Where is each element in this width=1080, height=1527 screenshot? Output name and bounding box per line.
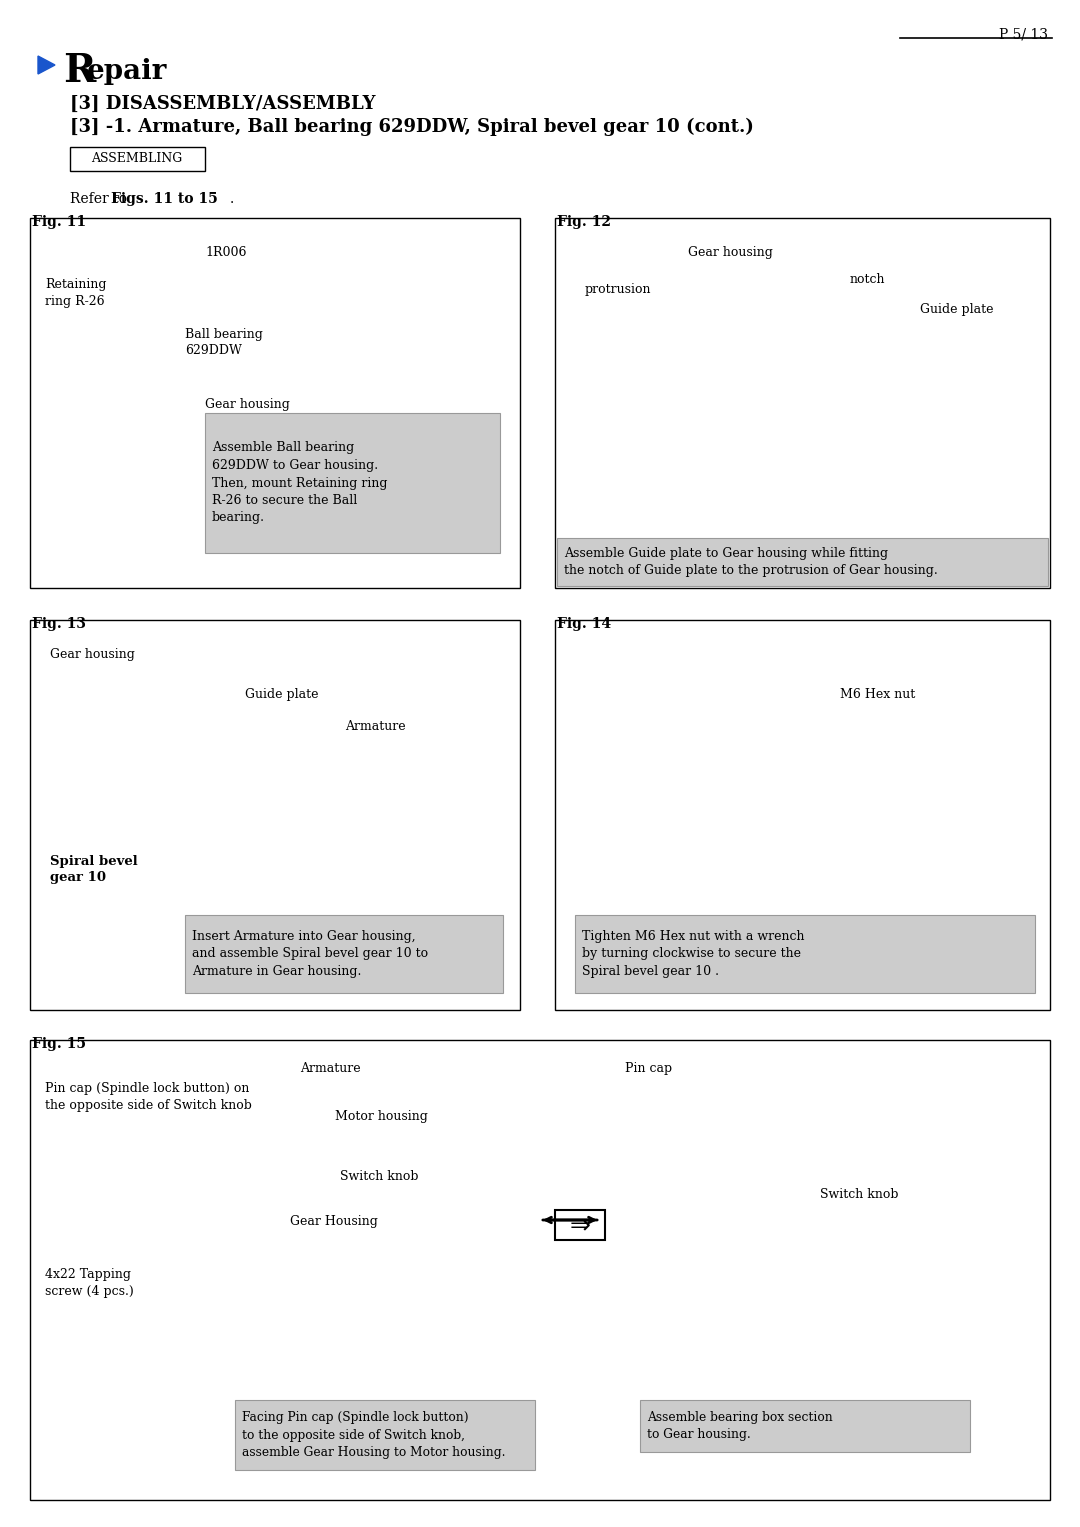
Text: protrusion: protrusion: [585, 282, 651, 296]
Text: R: R: [63, 52, 95, 90]
Text: Gear housing: Gear housing: [50, 647, 135, 661]
Text: Ball bearing
629DDW: Ball bearing 629DDW: [185, 328, 262, 357]
Text: ⇒: ⇒: [569, 1212, 591, 1237]
Text: Fig. 12: Fig. 12: [557, 215, 611, 229]
Text: Assemble Guide plate to Gear housing while fitting
the notch of Guide plate to t: Assemble Guide plate to Gear housing whi…: [564, 547, 937, 577]
Text: Fig. 13: Fig. 13: [32, 617, 86, 631]
Text: [3] DISASSEMBLY/ASSEMBLY: [3] DISASSEMBLY/ASSEMBLY: [70, 95, 376, 113]
Text: .: .: [230, 192, 234, 206]
Text: Pin cap (Spindle lock button) on
the opposite side of Switch knob: Pin cap (Spindle lock button) on the opp…: [45, 1083, 252, 1112]
Bar: [30, 620, 519, 1009]
Text: Motor housing: Motor housing: [335, 1110, 428, 1122]
Text: Assemble Ball bearing
629DDW to Gear housing.
Then, mount Retaining ring
R-26 to: Assemble Ball bearing 629DDW to Gear hou…: [212, 441, 388, 524]
Text: epair: epair: [87, 58, 167, 86]
Text: Tighten M6 Hex nut with a wrench
by turning clockwise to secure the
Spiral bevel: Tighten M6 Hex nut with a wrench by turn…: [582, 930, 805, 977]
Text: Figs. 11 to 15: Figs. 11 to 15: [111, 192, 218, 206]
Text: Refer to: Refer to: [70, 192, 132, 206]
Bar: [575, 915, 1035, 993]
Text: Retaining
ring R-26: Retaining ring R-26: [45, 278, 107, 307]
Text: Switch knob: Switch knob: [340, 1170, 419, 1183]
Text: 4x22 Tapping
screw (4 pcs.): 4x22 Tapping screw (4 pcs.): [45, 1267, 134, 1298]
Text: 1R006: 1R006: [205, 246, 246, 260]
Text: Guide plate: Guide plate: [920, 302, 994, 316]
Bar: [555, 218, 1050, 588]
Bar: [640, 1400, 970, 1452]
Text: Spiral bevel
gear 10: Spiral bevel gear 10: [50, 855, 138, 884]
Bar: [185, 915, 503, 993]
Text: [3] -1. Armature, Ball bearing 629DDW, Spiral bevel gear 10 (cont.): [3] -1. Armature, Ball bearing 629DDW, S…: [70, 118, 754, 136]
Bar: [557, 538, 1048, 586]
Bar: [555, 1209, 605, 1240]
Text: Armature: Armature: [345, 721, 406, 733]
Text: Pin cap: Pin cap: [625, 1061, 672, 1075]
Text: notch: notch: [850, 273, 886, 286]
Bar: [205, 412, 500, 553]
Text: Gear Housing: Gear Housing: [291, 1215, 378, 1228]
Text: M6 Hex nut: M6 Hex nut: [840, 689, 915, 701]
Bar: [30, 1040, 1050, 1500]
Text: Insert Armature into Gear housing,
and assemble Spiral bevel gear 10 to
Armature: Insert Armature into Gear housing, and a…: [192, 930, 428, 977]
Bar: [70, 147, 205, 171]
Text: Facing Pin cap (Spindle lock button)
to the opposite side of Switch knob,
assemb: Facing Pin cap (Spindle lock button) to …: [242, 1411, 505, 1458]
Text: Assemble bearing box section
to Gear housing.: Assemble bearing box section to Gear hou…: [647, 1411, 833, 1441]
Text: P 5/ 13: P 5/ 13: [999, 27, 1048, 43]
Bar: [235, 1400, 535, 1471]
Text: Fig. 15: Fig. 15: [32, 1037, 86, 1051]
Polygon shape: [38, 56, 55, 73]
Bar: [555, 620, 1050, 1009]
Text: Fig. 11: Fig. 11: [32, 215, 86, 229]
Text: Gear housing: Gear housing: [205, 399, 289, 411]
Bar: [30, 218, 519, 588]
Text: Fig. 14: Fig. 14: [557, 617, 611, 631]
Text: Guide plate: Guide plate: [245, 689, 319, 701]
Text: Switch knob: Switch knob: [820, 1188, 899, 1202]
Text: Gear housing: Gear housing: [688, 246, 772, 260]
Text: Armature: Armature: [300, 1061, 361, 1075]
Text: ASSEMBLING: ASSEMBLING: [92, 153, 183, 165]
